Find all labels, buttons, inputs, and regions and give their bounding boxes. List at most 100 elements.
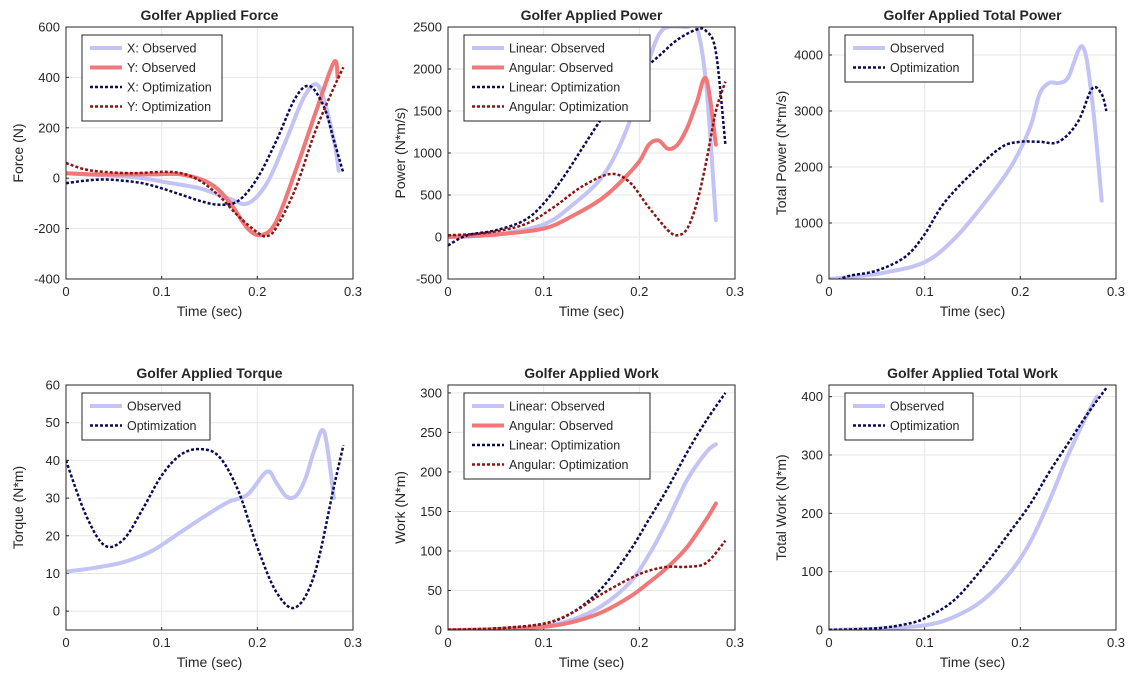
legend-label: X: Observed bbox=[127, 42, 197, 56]
y-tick-label: 0 bbox=[53, 171, 60, 186]
y-tick-label: 400 bbox=[38, 70, 60, 85]
x-tick-label: 0.3 bbox=[344, 284, 362, 299]
series-line-linear-optimization bbox=[448, 27, 727, 247]
legend-label: Y: Optimization bbox=[127, 100, 211, 114]
subplot-3: 0 0.1 0.2 0.3 0 1000 2000 3000 4000 Golfer Applie… bbox=[773, 7, 1125, 319]
series-line-observed bbox=[829, 394, 1099, 630]
y-tick-label: 600 bbox=[38, 20, 60, 35]
legend: Observed Optimization bbox=[844, 392, 974, 441]
series-line-observed bbox=[829, 44, 1104, 279]
x-axis-label: Time (sec) bbox=[177, 303, 243, 319]
y-tick-label: -500 bbox=[416, 272, 442, 287]
y-tick-label: 2000 bbox=[413, 62, 442, 77]
chart-title: Golfer Applied Work bbox=[524, 365, 659, 381]
x-tick-label: 0.2 bbox=[630, 635, 648, 650]
y-tick-label: 10 bbox=[46, 566, 60, 581]
series-group bbox=[448, 392, 727, 630]
legend: Observed Optimization bbox=[844, 34, 974, 83]
y-tick-label: 1000 bbox=[413, 146, 442, 161]
legend-label: Observed bbox=[890, 400, 944, 414]
legend-box bbox=[844, 392, 974, 441]
series-line-x-optimization bbox=[66, 84, 345, 206]
x-tick-label: 0.3 bbox=[726, 284, 744, 299]
x-tick-label: 0.1 bbox=[535, 635, 553, 650]
series-line-observed bbox=[66, 428, 336, 574]
chart-title: Golfer Applied Torque bbox=[136, 365, 282, 381]
legend: Observed Optimization bbox=[81, 392, 211, 441]
y-tick-label: 300 bbox=[420, 385, 442, 400]
y-tick-label: 50 bbox=[428, 583, 442, 598]
legend-label: Linear: Optimization bbox=[509, 439, 620, 453]
x-tick-label: 0 bbox=[62, 635, 69, 650]
series-line-y-optimization bbox=[66, 66, 345, 238]
series-line-angular-observed bbox=[448, 501, 718, 630]
y-tick-label: 2000 bbox=[794, 160, 823, 175]
x-tick-label: 0.3 bbox=[1107, 284, 1125, 299]
legend-label: X: Optimization bbox=[127, 81, 212, 95]
y-tick-label: 400 bbox=[801, 389, 823, 404]
legend-label: Observed bbox=[127, 400, 181, 414]
legend-label: Optimization bbox=[127, 419, 197, 433]
y-tick-label: 30 bbox=[46, 491, 60, 506]
axes-frame bbox=[447, 384, 736, 631]
y-tick-label: 300 bbox=[801, 448, 823, 463]
series-line-optimization bbox=[66, 445, 345, 610]
chart-title: Golfer Applied Total Power bbox=[883, 7, 1062, 23]
axes-frame bbox=[828, 26, 1117, 280]
y-tick-label: 1000 bbox=[794, 216, 823, 231]
legend-label: Linear: Optimization bbox=[509, 81, 620, 95]
y-axis-label: Work (N*m) bbox=[392, 471, 408, 544]
y-tick-label: 2500 bbox=[413, 20, 442, 35]
x-tick-label: 0 bbox=[825, 635, 832, 650]
x-axis-label: Time (sec) bbox=[177, 654, 243, 670]
y-tick-label: 100 bbox=[420, 543, 442, 558]
series-group bbox=[829, 387, 1108, 630]
y-tick-label: -200 bbox=[34, 221, 60, 236]
x-tick-label: 0 bbox=[825, 284, 832, 299]
chart-title: Golfer Applied Total Work bbox=[887, 365, 1058, 381]
y-tick-label: 0 bbox=[435, 230, 442, 245]
y-axis-label: Total Power (N*m/s) bbox=[773, 91, 789, 215]
y-tick-label: 4000 bbox=[794, 48, 823, 63]
series-group bbox=[66, 428, 345, 610]
subplot-1: 0 0.1 0.2 0.3 -400 -200 0 200 400 600 Golfer Appli… bbox=[10, 7, 362, 319]
subplot-4: 0 0.1 0.2 0.3 0 10 20 30 40 50 60 Golfer Applied To… bbox=[10, 365, 362, 670]
y-tick-label: 50 bbox=[46, 415, 60, 430]
legend-label: Optimization bbox=[890, 61, 960, 75]
y-tick-label: 0 bbox=[816, 623, 823, 638]
x-tick-label: 0 bbox=[444, 635, 451, 650]
x-tick-label: 0.2 bbox=[1011, 284, 1029, 299]
x-tick-label: 0 bbox=[444, 284, 451, 299]
x-tick-label: 0 bbox=[62, 284, 69, 299]
y-axis-label: Total Work (N*m) bbox=[773, 454, 789, 560]
y-tick-label: 250 bbox=[420, 425, 442, 440]
x-tick-label: 0.1 bbox=[535, 284, 553, 299]
x-tick-label: 0.3 bbox=[1107, 635, 1125, 650]
y-tick-label: 200 bbox=[420, 464, 442, 479]
subplot-6: 0 0.1 0.2 0.3 0 100 200 300 400 Golfer Applied To… bbox=[773, 365, 1125, 670]
subplot-2: 0 0.1 0.2 0.3-50005001000150020002500Golfer… bbox=[392, 7, 744, 319]
x-axis-label: Time (sec) bbox=[559, 303, 625, 319]
y-tick-label: 3000 bbox=[794, 104, 823, 119]
x-axis-label: Time (sec) bbox=[559, 654, 625, 670]
legend-label: Linear: Observed bbox=[509, 42, 605, 56]
y-tick-label: 150 bbox=[420, 504, 442, 519]
legend-box bbox=[844, 34, 974, 83]
axes-frame bbox=[65, 26, 354, 280]
axes-frame bbox=[65, 384, 354, 631]
legend-label: Linear: Observed bbox=[509, 400, 605, 414]
series-line-angular-observed bbox=[448, 75, 718, 239]
y-tick-label: 100 bbox=[801, 564, 823, 579]
y-axis-label: Force (N) bbox=[10, 123, 26, 182]
x-tick-label: 0.3 bbox=[344, 635, 362, 650]
y-tick-label: 0 bbox=[435, 623, 442, 638]
chart-title: Golfer Applied Power bbox=[521, 7, 663, 23]
series-line-y-observed bbox=[66, 59, 340, 238]
chart-title: Golfer Applied Force bbox=[141, 7, 279, 23]
x-tick-label: 0.1 bbox=[916, 284, 934, 299]
y-tick-label: 200 bbox=[801, 506, 823, 521]
x-tick-label: 0.2 bbox=[630, 284, 648, 299]
x-axis-label: Time (sec) bbox=[940, 303, 1006, 319]
y-axis-label: Power (N*m/s) bbox=[392, 107, 408, 198]
